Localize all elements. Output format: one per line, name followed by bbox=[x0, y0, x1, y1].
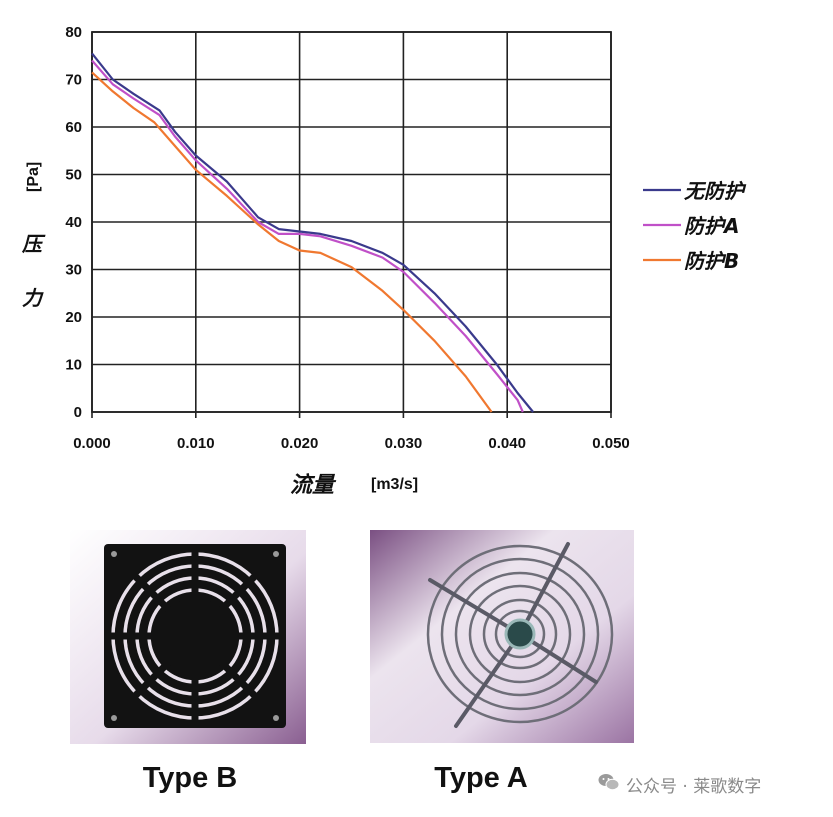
y-tick-label: 0 bbox=[74, 404, 82, 421]
type-a-caption: Type A bbox=[371, 762, 591, 795]
x-tick-label: 0.010 bbox=[177, 435, 215, 452]
y-tick-labels: 0 10 20 30 40 50 60 70 80 bbox=[65, 24, 82, 421]
watermark-text: 公众号 · 莱歌数字 bbox=[626, 772, 761, 797]
chart-grid bbox=[92, 32, 611, 418]
y-tick-label: 40 bbox=[65, 214, 82, 231]
legend-label-3: 防护B bbox=[684, 249, 739, 273]
x-tick-label: 0.030 bbox=[385, 435, 423, 452]
y-tick-label: 80 bbox=[65, 24, 82, 41]
y-tick-label: 70 bbox=[65, 72, 82, 89]
x-tick-label: 0.000 bbox=[73, 435, 111, 452]
x-tick-label: 0.020 bbox=[281, 435, 319, 452]
x-tick-label: 0.040 bbox=[488, 435, 526, 452]
y-tick-label: 60 bbox=[65, 119, 82, 136]
x-tick-label: 0.050 bbox=[592, 435, 630, 452]
y-tick-label: 10 bbox=[65, 357, 82, 374]
y-tick-label: 50 bbox=[65, 167, 82, 184]
legend-label-1: 无防护 bbox=[684, 179, 747, 203]
series-line-3 bbox=[92, 72, 492, 412]
y-tick-label: 30 bbox=[65, 262, 82, 279]
y-tick-label: 20 bbox=[65, 309, 82, 326]
watermark: 公众号 · 莱歌数字 bbox=[598, 772, 761, 797]
series-line-1 bbox=[92, 53, 533, 412]
wechat-icon bbox=[598, 773, 620, 796]
y-axis-label-line1: 压 bbox=[21, 232, 46, 256]
x-axis-unit: [m3/s] bbox=[371, 476, 418, 493]
x-axis-label: 流量 bbox=[290, 473, 337, 498]
type-b-caption: Type B bbox=[80, 762, 300, 795]
type-b-photo bbox=[70, 530, 306, 744]
series-lines bbox=[92, 53, 533, 412]
y-axis-unit: [Pa] bbox=[25, 162, 42, 192]
legend-label-2: 防护A bbox=[684, 214, 739, 238]
x-tick-labels: 0.000 0.010 0.020 0.030 0.040 0.050 bbox=[73, 435, 630, 452]
series-line-2 bbox=[92, 61, 523, 413]
type-a-photo bbox=[370, 530, 634, 743]
y-axis-label-line2: 力 bbox=[22, 286, 44, 310]
